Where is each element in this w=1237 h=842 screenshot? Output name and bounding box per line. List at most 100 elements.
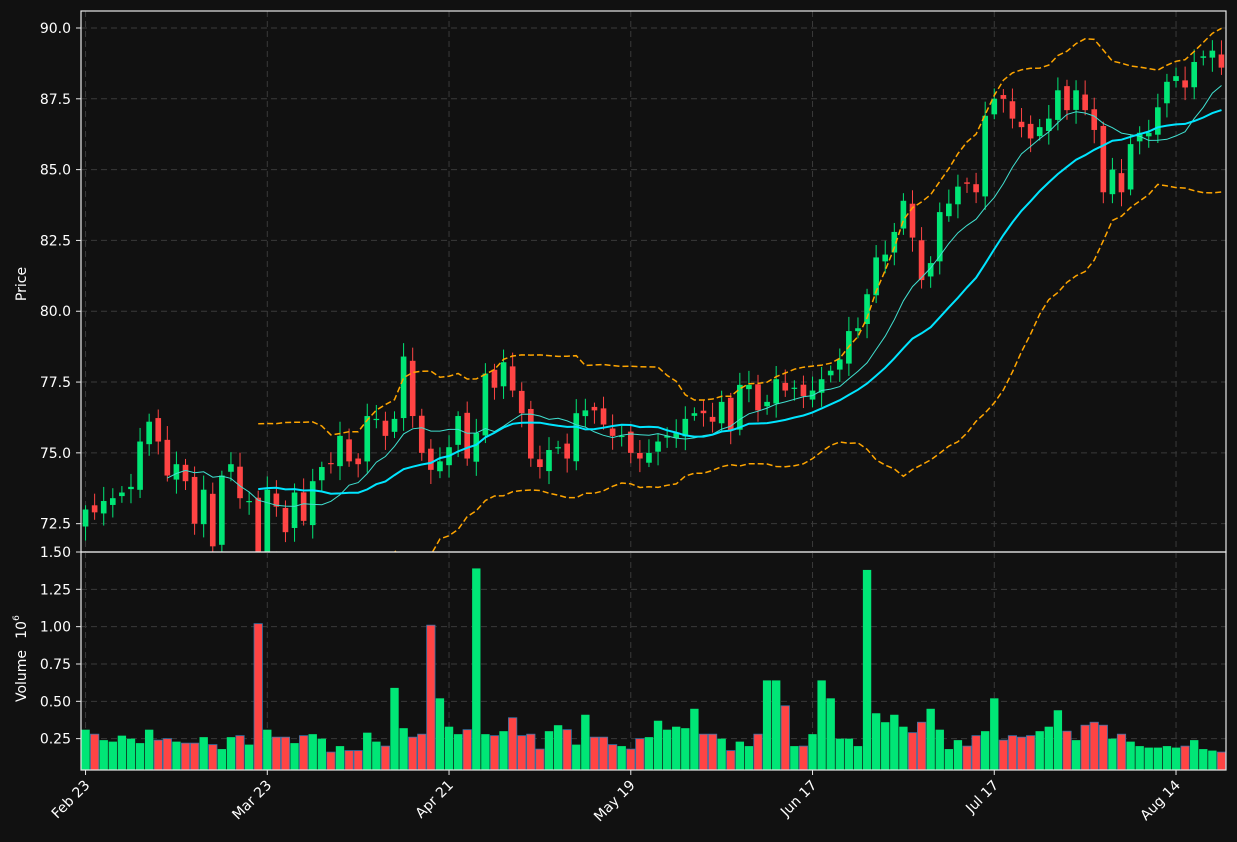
candle-body: [1127, 144, 1134, 190]
volume-bar: [1144, 747, 1153, 770]
volume-bar: [1116, 733, 1127, 770]
volume-bar: [1098, 724, 1108, 770]
candle-body: [946, 203, 952, 217]
volume-bar: [290, 743, 299, 770]
volume-bar: [1190, 740, 1199, 770]
price-tick-label: 87.5: [40, 92, 71, 108]
volume-bar: [871, 713, 881, 770]
candle-body: [873, 257, 879, 296]
candle-body: [718, 401, 725, 424]
candle-body: [727, 397, 734, 431]
volume-bar: [317, 738, 326, 770]
candle-body: [228, 464, 234, 472]
candle-body: [1155, 107, 1161, 135]
volume-bar: [90, 733, 100, 770]
volume-bar: [926, 708, 935, 770]
volume-bar: [144, 729, 154, 770]
volume-bar: [1126, 741, 1135, 770]
volume-bar: [935, 729, 944, 770]
candle-body: [137, 441, 143, 490]
volume-bar: [862, 569, 872, 770]
volume-bar: [417, 733, 427, 770]
candle-body: [1173, 76, 1179, 81]
candle-body: [509, 366, 516, 391]
candle-body: [1055, 90, 1061, 120]
candle-body: [864, 294, 870, 325]
candle-body: [528, 408, 534, 459]
candle-body: [119, 492, 125, 497]
volume-bar: [280, 736, 291, 770]
candle-body: [1209, 50, 1216, 58]
volume-bar: [1199, 749, 1208, 770]
candle-body: [1118, 173, 1125, 193]
volume-bar: [217, 749, 227, 770]
volume-plot-area: [81, 568, 1226, 770]
candle-body: [591, 406, 598, 411]
candle-body: [473, 433, 480, 462]
candle-body: [1045, 118, 1052, 131]
candle-body: [991, 98, 998, 115]
price-panel: 72.5 75.0 77.5 80.0 82.5 85.0 87.5 90.0: [40, 10, 1227, 553]
volume-bar: [762, 680, 772, 770]
volume-bar: [435, 698, 445, 770]
volume-bar: [826, 698, 835, 770]
volume-bar: [1162, 746, 1172, 770]
volume-bar: [881, 722, 890, 770]
price-tick-label: 72.5: [40, 517, 71, 533]
volume-bar: [744, 746, 754, 770]
candle-body: [219, 475, 225, 545]
volume-bar: [608, 744, 618, 770]
volume-bar: [653, 720, 663, 770]
price-axis-label: Price: [14, 267, 30, 301]
candle-body: [537, 459, 543, 468]
volume-bar: [172, 741, 181, 770]
price-tick-label: 75.0: [40, 446, 71, 462]
volume-bar: [853, 746, 863, 770]
candle-body: [955, 186, 961, 205]
volume-bar: [299, 735, 309, 770]
price-tick-label: 85.0: [40, 163, 71, 179]
volume-bar: [953, 740, 963, 770]
volume-bar: [1053, 710, 1063, 770]
candle-body: [346, 439, 352, 462]
volume-bar: [581, 714, 590, 770]
moving-average-fast-line: [167, 85, 1222, 507]
candle-body: [600, 408, 607, 425]
volume-bar: [153, 739, 163, 770]
volume-bar: [472, 568, 481, 770]
volume-bar: [399, 728, 408, 770]
candle-body: [627, 431, 634, 453]
candle-body: [1027, 123, 1034, 139]
candle-body: [100, 501, 107, 514]
candle-body: [800, 384, 807, 397]
volume-bar: [1062, 730, 1072, 770]
candle-body: [291, 492, 298, 528]
volume-bar: [526, 733, 536, 770]
candle-body: [264, 489, 271, 552]
volume-bar: [353, 750, 363, 770]
candle-body: [1109, 169, 1116, 195]
candle-body: [237, 466, 243, 499]
candle-body: [455, 416, 461, 445]
candle-body: [418, 415, 425, 453]
candle-body: [555, 447, 561, 449]
candle-body: [755, 384, 761, 411]
volume-bar: [235, 735, 245, 770]
volume-bar: [681, 728, 690, 770]
candle-body: [709, 416, 716, 422]
candle-body: [746, 384, 752, 390]
candle-body: [246, 501, 252, 503]
candle-body: [900, 200, 907, 229]
volume-bar: [644, 737, 654, 770]
candle-body: [500, 362, 507, 387]
candle-body: [973, 184, 979, 193]
candle-body: [700, 410, 707, 414]
volume-bar: [1035, 731, 1044, 770]
volume-bar: [790, 746, 799, 770]
candle-body: [982, 115, 989, 197]
volume-bar: [1171, 747, 1181, 770]
volume-bar: [944, 749, 954, 770]
volume-bar: [117, 735, 127, 770]
candle-body: [1182, 80, 1188, 88]
